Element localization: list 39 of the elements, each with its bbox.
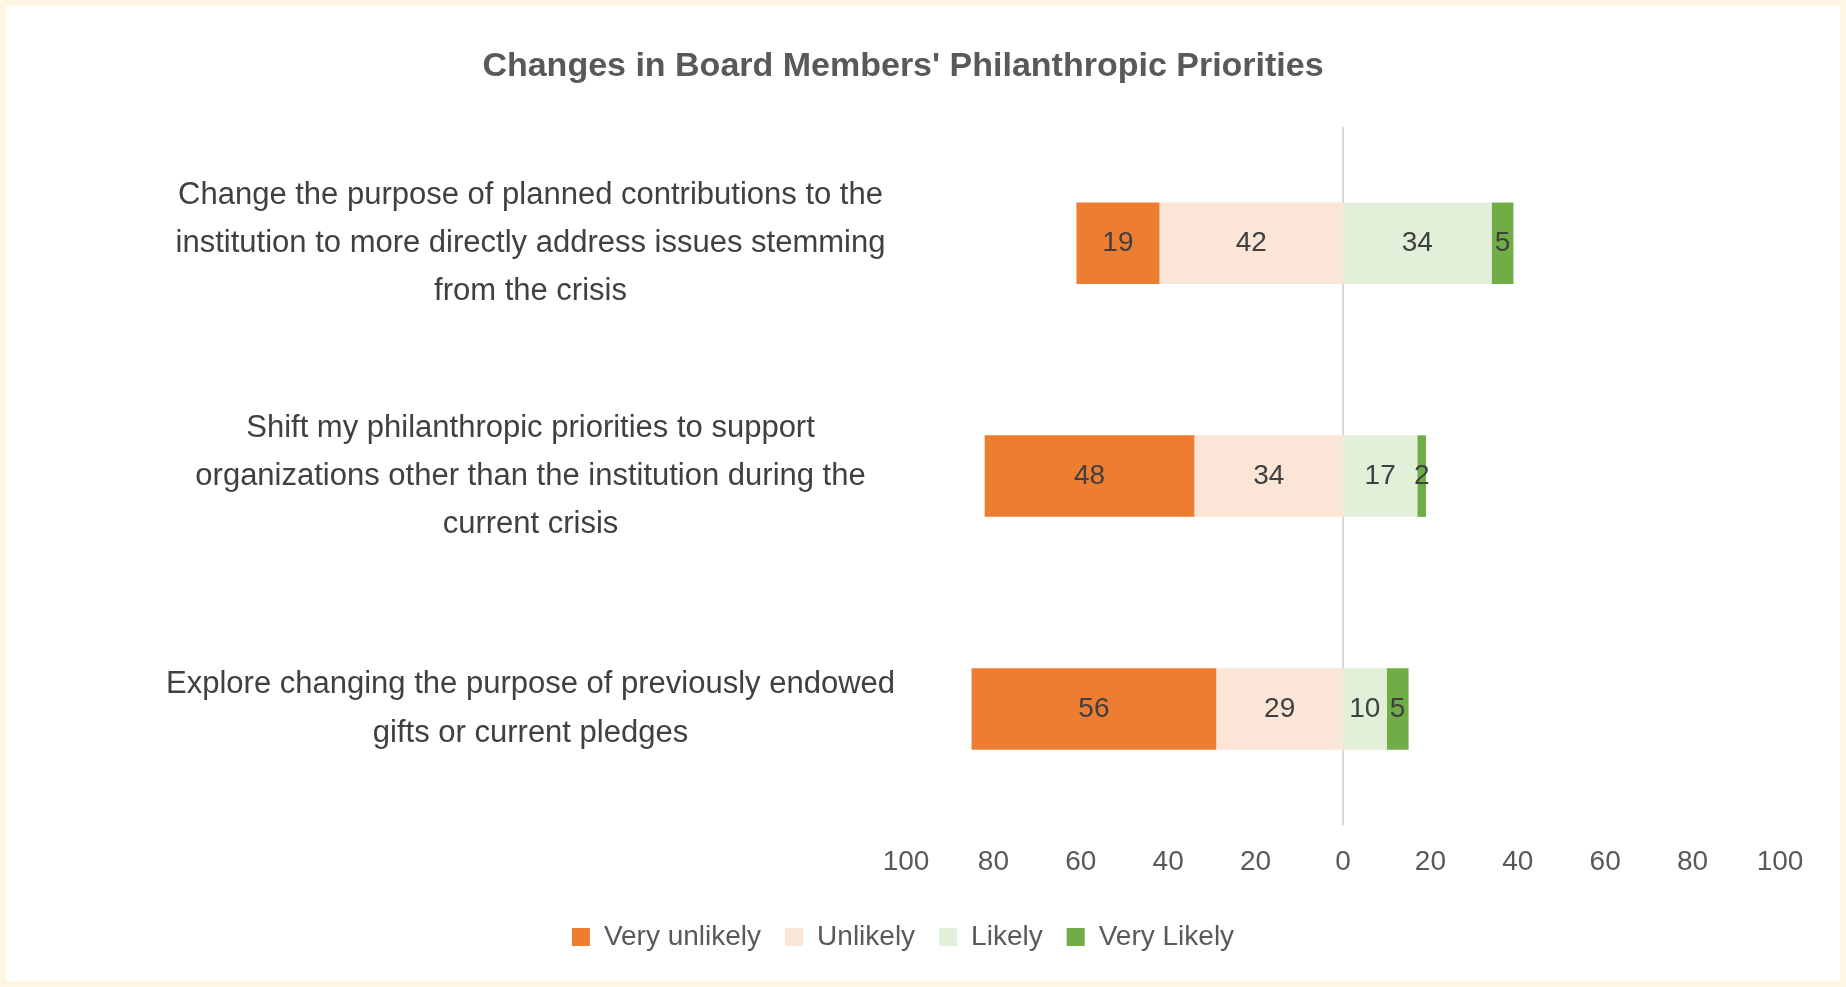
x-tick-label: 40 (1502, 844, 1534, 876)
x-tick-label: 20 (1240, 844, 1272, 876)
data-label: 5 (1389, 691, 1406, 723)
data-label: 17 (1364, 458, 1396, 490)
data-label: 34 (1401, 225, 1433, 257)
data-label: 5 (1494, 225, 1511, 257)
y-tick-label: Change the purpose of planned contributions to the institution to more directly address issues stemming from the crisis (175, 175, 886, 307)
bar (971, 668, 1217, 750)
bar (1076, 202, 1160, 284)
x-tick-label: 20 (1414, 844, 1446, 876)
legend-label: Likely (971, 919, 1043, 951)
x-tick-label: 100 (1756, 844, 1804, 876)
chart-title: Changes in Board Members' Philanthropic Priorities (482, 44, 1324, 83)
data-label: 34 (1253, 458, 1285, 490)
x-tick-label: 100 (882, 844, 930, 876)
y-tick-label: Explore changing the purpose of previously endowed gifts or current pledges (166, 665, 895, 749)
x-tick-label: 0 (1335, 844, 1351, 876)
bar (984, 435, 1195, 517)
x-tick-label: 80 (1677, 844, 1709, 876)
x-tick-label: 40 (1152, 844, 1184, 876)
data-label: 56 (1078, 691, 1110, 723)
bar (1216, 668, 1343, 750)
data-label: 29 (1264, 691, 1296, 723)
legend-label: Very unlikely (603, 919, 762, 951)
data-label: 10 (1349, 691, 1381, 723)
bar (1159, 202, 1343, 284)
y-tick-label: Shift my philanthropic priorities to support organizations other than the institution during the current crisis (195, 408, 866, 540)
data-label: 42 (1235, 225, 1267, 257)
bar (1386, 668, 1409, 750)
data-label: 19 (1102, 225, 1134, 257)
x-tick-label: 60 (1589, 844, 1621, 876)
data-label: 48 (1073, 458, 1106, 490)
bar (1343, 668, 1387, 750)
legend-label: Very Likely (1098, 919, 1235, 951)
x-tick-label: 60 (1065, 844, 1097, 876)
legend-label: Unlikely (817, 919, 916, 951)
bar (1343, 202, 1492, 284)
x-tick-label: 80 (977, 844, 1009, 876)
bar (1194, 435, 1343, 517)
